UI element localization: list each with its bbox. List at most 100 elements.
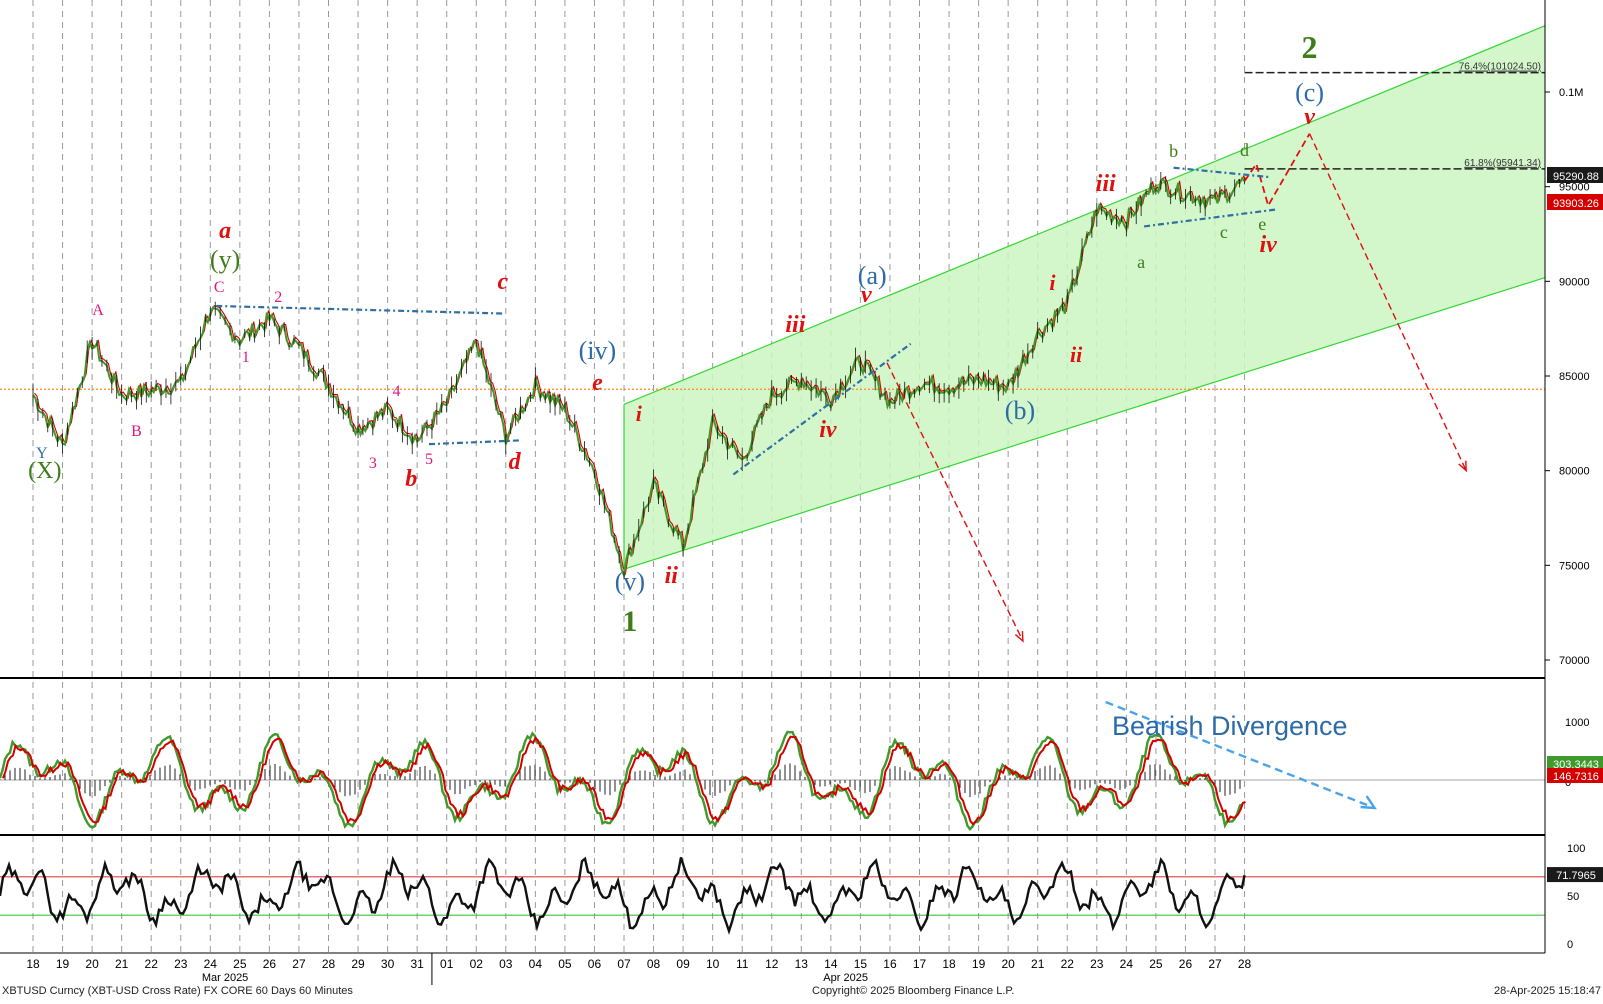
footer-copyright: Copyright© 2025 Bloomberg Finance L.P.: [812, 985, 1015, 997]
wave-label: v: [861, 282, 872, 308]
x-tick-label: 18: [26, 957, 40, 971]
x-tick-label: 25: [1149, 957, 1163, 971]
x-tick-label: 27: [1208, 957, 1222, 971]
x-tick-label: 06: [588, 957, 602, 971]
x-tick-label: 19: [56, 957, 70, 971]
projection-path: [1243, 133, 1311, 208]
price-panel: 76.4%(101024.50)61.8%(95941.34)a(y)C21AB…: [0, 25, 1546, 643]
arrow-head: [1458, 460, 1467, 473]
wave-label: 3: [369, 455, 377, 472]
rsi-line: [0, 855, 1246, 935]
price-tag: [1547, 167, 1603, 183]
bearish-projection-arrow: [1308, 133, 1467, 471]
x-tick-label: 15: [854, 957, 868, 971]
y-tick-label: 75000: [1559, 560, 1590, 572]
wave-label: (v): [615, 567, 645, 596]
rsi-y-tick: 50: [1567, 891, 1579, 903]
trendline: [216, 304, 503, 315]
x-tick-label: 04: [529, 957, 543, 971]
wave-label: 5: [425, 451, 433, 468]
y-tick-label: 85000: [1559, 371, 1590, 383]
footer-timestamp: 28-Apr-2025 15:18:47: [1493, 985, 1601, 997]
y-tick-label: 90000: [1559, 276, 1590, 288]
x-tick-label: 09: [676, 957, 690, 971]
price-tag-label: 95290.88: [1553, 171, 1599, 183]
price-tag-label: 93903.26: [1553, 198, 1599, 210]
x-tick-label: 22: [1061, 957, 1075, 971]
wave-label: iv: [1260, 232, 1278, 258]
y-tick-label: 95000: [1559, 182, 1590, 194]
rsi-panel: [0, 855, 1545, 935]
osc-value-tag: [1547, 768, 1603, 783]
oscillator-panel: Bearish Divergence: [0, 700, 1545, 831]
wave-label: i: [1049, 270, 1056, 295]
wave-label: e: [592, 370, 603, 396]
x-tick-label: 24: [1120, 957, 1134, 971]
wave-label: v: [1304, 104, 1315, 130]
x-tick-label: 29: [351, 957, 365, 971]
wave-label: e: [1258, 214, 1266, 234]
wave-label: 1: [622, 605, 637, 638]
x-tick-label: 20: [1001, 957, 1015, 971]
osc-y-tick: 1000: [1565, 717, 1589, 729]
wave-label: 2: [1302, 29, 1318, 65]
x-tick-label: 22: [145, 957, 159, 971]
wave-label: C: [214, 279, 225, 296]
divergence-annotation: Bearish Divergence: [1112, 711, 1348, 741]
month-label: Mar 2025: [202, 972, 248, 984]
wave-label: 1: [242, 349, 250, 366]
rsi-value-label: 71.7965: [1556, 870, 1596, 882]
wave-label: (iv): [579, 336, 617, 365]
wave-label: a: [219, 218, 231, 244]
wave-label: (X): [28, 458, 61, 484]
wave-label: (b): [1005, 396, 1035, 425]
trendline: [428, 439, 521, 446]
x-tick-label: 18: [942, 957, 956, 971]
x-tick-label: 16: [883, 957, 897, 971]
price-tag: [1547, 194, 1603, 210]
bearish-projection-arrow: [886, 362, 1024, 642]
x-tick-label: 27: [292, 957, 306, 971]
channel-upper: [623, 25, 1546, 405]
wave-label: iii: [785, 312, 805, 338]
wave-label: c: [498, 269, 509, 295]
osc-line-red: [2, 735, 1246, 826]
trendline: [1173, 166, 1272, 179]
wave-label: (y): [210, 245, 240, 274]
x-tick-label: 23: [174, 957, 188, 971]
x-tick-label: 14: [824, 957, 838, 971]
x-tick-label: 28: [1238, 957, 1252, 971]
y-tick-label: 70000: [1559, 655, 1590, 667]
x-tick-label: 03: [499, 957, 513, 971]
divergence-arrow: [1105, 700, 1376, 810]
wave-label: iii: [1096, 171, 1116, 197]
y-tick-label: 0.1M: [1559, 87, 1583, 99]
rsi-value-tag: [1547, 867, 1603, 883]
x-tick-label: 17: [913, 957, 927, 971]
wave-label: (c): [1295, 78, 1324, 107]
wave-label: 2: [274, 289, 282, 306]
x-tick-label: 24: [204, 957, 218, 971]
wave-label: a: [1137, 252, 1145, 272]
x-tick-label: 25: [233, 957, 247, 971]
wave-label: A: [92, 302, 104, 319]
trend-channel: [624, 25, 1545, 570]
wave-label: i: [636, 401, 643, 426]
x-tick-label: 13: [795, 957, 809, 971]
trendline: [732, 342, 912, 476]
rsi-y-tick: 100: [1567, 843, 1585, 855]
x-tick-label: 02: [470, 957, 484, 971]
wave-label: c: [1220, 222, 1228, 242]
x-tick-label: 23: [1090, 957, 1104, 971]
osc-value-tag: [1547, 756, 1603, 771]
x-tick-label: 19: [972, 957, 986, 971]
wave-label: Y: [36, 445, 48, 462]
fib-level-label: 61.8%(95941.34): [1464, 158, 1541, 169]
wave-label: d: [509, 449, 522, 475]
wave-label: iv: [819, 417, 837, 443]
y-tick-label: 80000: [1559, 466, 1590, 478]
fib-level-label: 76.4%(101024.50): [1459, 62, 1541, 73]
x-tick-label: 12: [765, 957, 779, 971]
x-tick-label: 31: [410, 957, 424, 971]
x-tick-label: 05: [558, 957, 572, 971]
